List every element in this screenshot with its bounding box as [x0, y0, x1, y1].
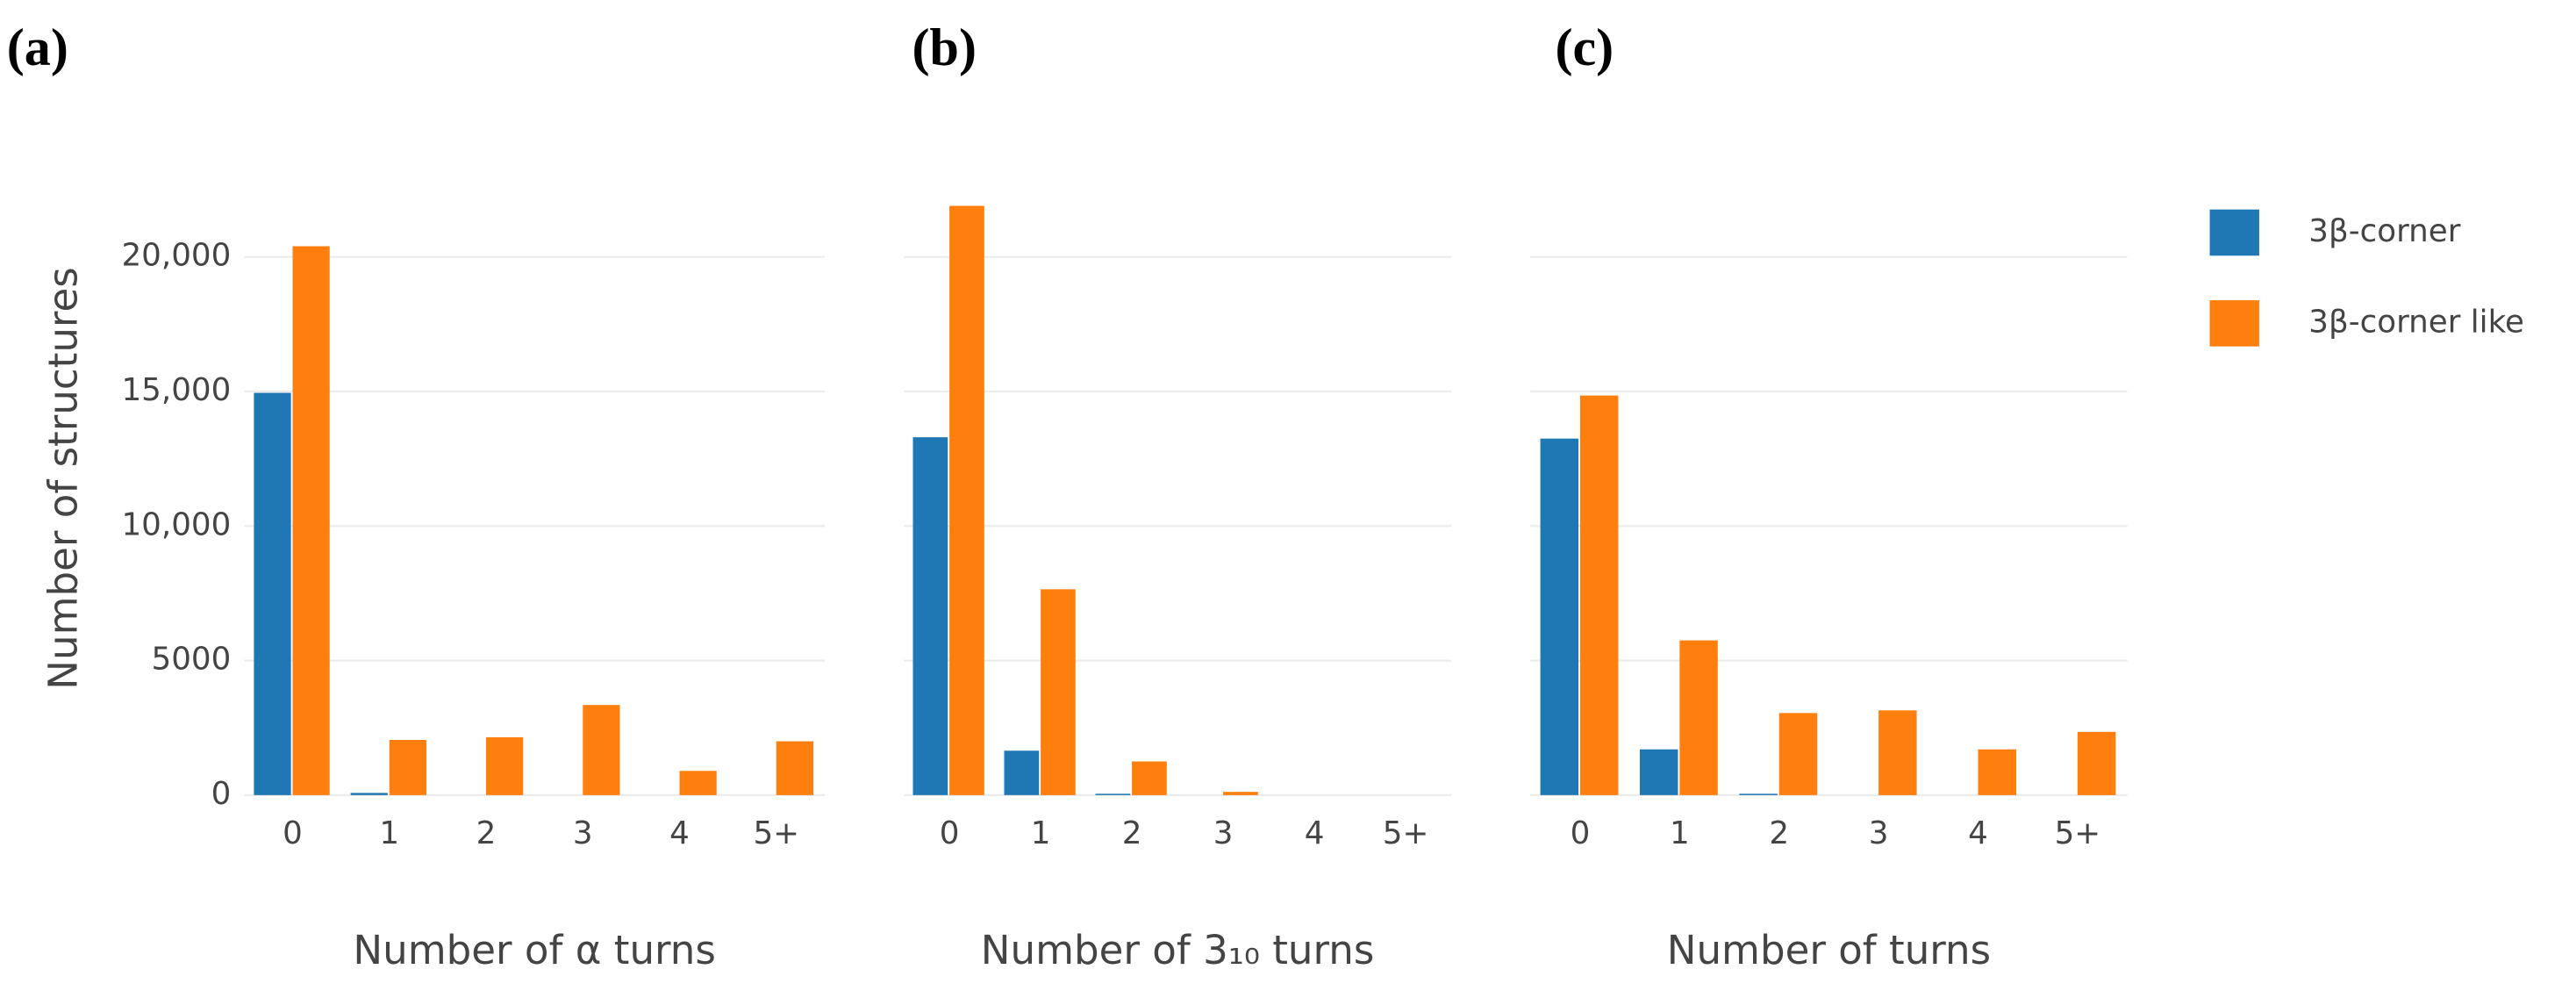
- x-tick-label: 0: [1571, 815, 1591, 851]
- x-tick-label: 5+: [2055, 815, 2101, 851]
- x-axis-label: Number of turns: [1667, 927, 1991, 973]
- x-tick-label: 1: [379, 815, 399, 851]
- bar: [583, 705, 620, 795]
- bar: [776, 741, 814, 795]
- bar: [949, 205, 984, 795]
- bar: [1878, 710, 1917, 795]
- bar: [486, 736, 524, 795]
- x-tick-label: 3: [573, 815, 593, 851]
- legend-swatch: [2209, 209, 2259, 256]
- bar: [1540, 438, 1579, 795]
- x-axis-label: Number of 3₁₀ turns: [981, 927, 1375, 973]
- bar: [1041, 589, 1076, 795]
- bar: [1132, 761, 1167, 795]
- x-tick-label: 3: [1213, 815, 1234, 851]
- x-tick-label: 4: [1968, 815, 1988, 851]
- y-tick-label: 15,000: [121, 372, 231, 408]
- y-tick-label: 0: [211, 776, 232, 812]
- x-tick-label: 1: [1670, 815, 1690, 851]
- bar: [1778, 713, 1818, 795]
- bar: [292, 246, 330, 795]
- x-axis-label: Number of α turns: [353, 927, 715, 973]
- legend-label: 3β-corner like: [2308, 304, 2524, 340]
- x-tick-label: 2: [476, 815, 497, 851]
- bar: [1223, 792, 1258, 795]
- bar: [1739, 793, 1778, 795]
- x-tick-label: 3: [1869, 815, 1889, 851]
- y-axis-label: Number of structures: [39, 267, 86, 689]
- x-tick-label: 0: [283, 815, 303, 851]
- bar: [1978, 749, 2016, 795]
- x-tick-label: 2: [1769, 815, 1789, 851]
- legend-swatch: [2209, 300, 2259, 347]
- bar: [1579, 395, 1619, 795]
- bar: [254, 392, 291, 795]
- bar: [1679, 640, 1718, 795]
- panel-label: (b): [912, 18, 977, 77]
- legend-label: 3β-corner: [2308, 213, 2460, 249]
- x-tick-label: 5+: [1383, 815, 1429, 851]
- bar: [1095, 793, 1131, 795]
- x-tick-label: 1: [1031, 815, 1051, 851]
- y-tick-label: 5000: [152, 642, 232, 678]
- panel-label: (c): [1555, 18, 1614, 77]
- x-tick-label: 2: [1122, 815, 1142, 851]
- x-tick-label: 4: [1305, 815, 1325, 851]
- bar: [912, 437, 948, 795]
- bar: [350, 793, 388, 795]
- bar: [2077, 731, 2116, 795]
- y-tick-label: 20,000: [121, 238, 231, 274]
- bar: [389, 740, 426, 795]
- y-tick-label: 10,000: [121, 506, 231, 542]
- x-tick-label: 5+: [753, 815, 799, 851]
- bar: [1004, 750, 1040, 795]
- panel-label: (a): [7, 18, 68, 77]
- x-tick-label: 0: [940, 815, 960, 851]
- x-tick-label: 4: [669, 815, 690, 851]
- bar: [679, 771, 717, 795]
- bar: [1639, 749, 1678, 795]
